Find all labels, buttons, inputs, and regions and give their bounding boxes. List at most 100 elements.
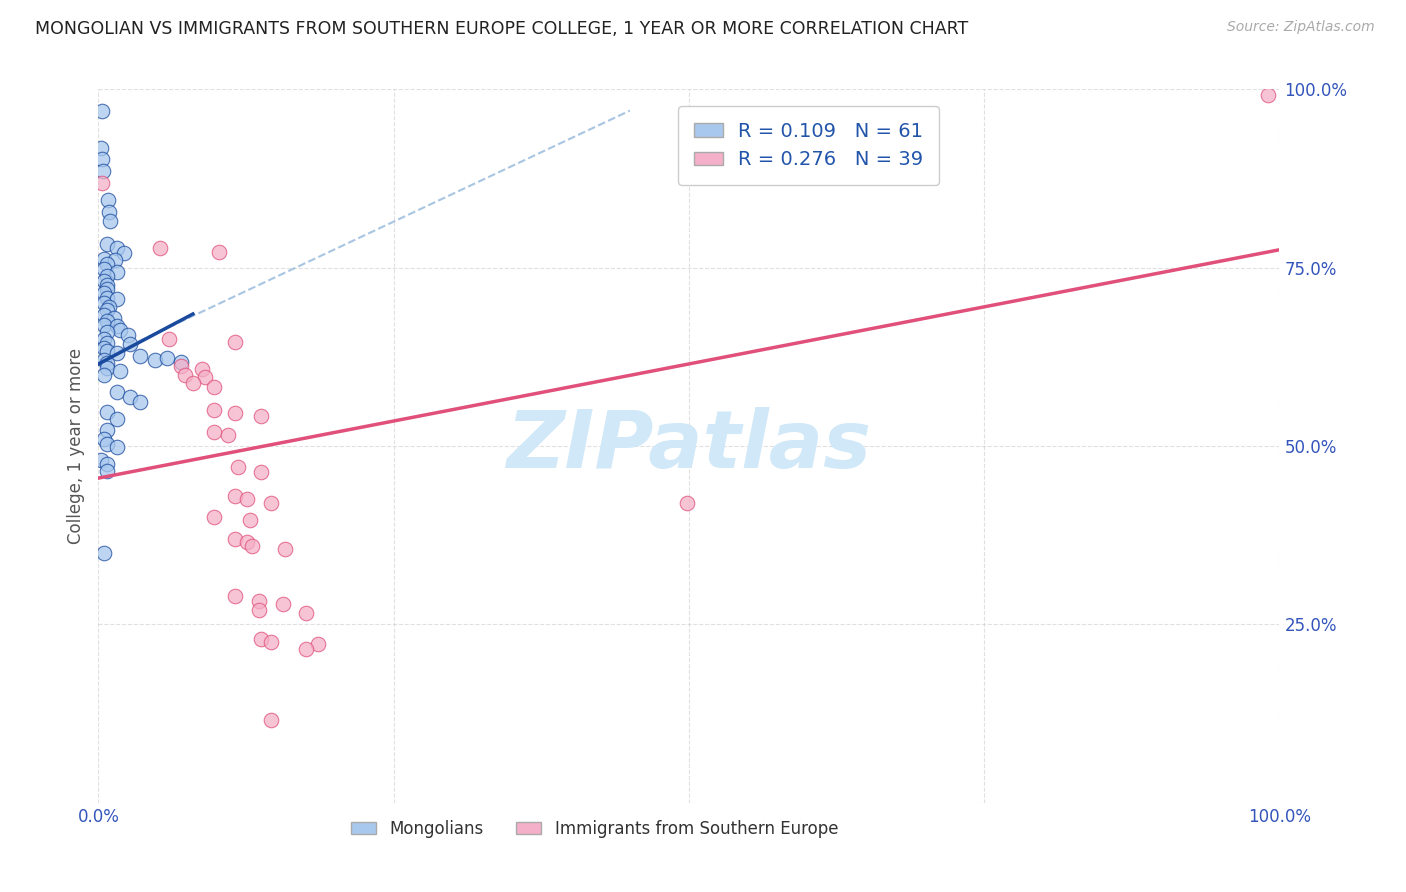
Point [120, 391, 142, 405]
Point [224, 532, 246, 546]
Point [96, 405, 118, 419]
Point [105, 319, 128, 334]
Point [91, 164, 114, 178]
Point [117, 328, 139, 343]
Text: ZIPatlas: ZIPatlas [506, 407, 872, 485]
Point [93, 341, 115, 355]
Point [93, 252, 115, 266]
Point [202, 510, 225, 524]
Point [108, 364, 131, 378]
Point [260, 713, 283, 727]
Point [170, 355, 193, 369]
Point [96, 269, 118, 284]
Point [120, 337, 142, 351]
Point [93, 353, 115, 368]
Point [96, 237, 118, 252]
Point [675, 496, 697, 510]
Point [98, 205, 121, 219]
Point [96, 325, 118, 339]
Point [105, 346, 128, 360]
Point [93, 262, 115, 277]
Point [93, 332, 115, 346]
Point [260, 496, 283, 510]
Point [202, 380, 225, 394]
Point [224, 589, 246, 603]
Point [128, 395, 150, 409]
Point [247, 594, 270, 608]
Point [104, 253, 127, 268]
Point [105, 412, 128, 426]
Point [96, 314, 118, 328]
Point [105, 385, 128, 400]
Point [250, 409, 273, 423]
Point [181, 376, 204, 391]
Point [96, 356, 118, 370]
Point [112, 246, 135, 260]
Point [260, 634, 283, 648]
Point [93, 285, 115, 300]
Point [224, 406, 246, 420]
Point [96, 457, 118, 471]
Text: Source: ZipAtlas.com: Source: ZipAtlas.com [1227, 20, 1375, 34]
Point [96, 344, 118, 359]
Point [224, 334, 246, 349]
Point [208, 244, 231, 259]
Point [295, 606, 318, 620]
Point [143, 353, 166, 368]
Point [156, 351, 179, 365]
Point [250, 632, 273, 646]
Point [224, 489, 246, 503]
Legend: Mongolians, Immigrants from Southern Europe: Mongolians, Immigrants from Southern Eur… [344, 814, 845, 845]
Point [1257, 87, 1279, 102]
Point [173, 368, 195, 382]
Point [96, 257, 118, 271]
Point [170, 359, 193, 373]
Point [96, 464, 118, 478]
Y-axis label: College, 1 year or more: College, 1 year or more [66, 348, 84, 544]
Point [250, 466, 273, 480]
Point [157, 332, 180, 346]
Text: MONGOLIAN VS IMMIGRANTS FROM SOUTHERN EUROPE COLLEGE, 1 YEAR OR MORE CORRELATION: MONGOLIAN VS IMMIGRANTS FROM SOUTHERN EU… [35, 20, 969, 37]
Point [91, 152, 114, 166]
Point [108, 323, 131, 337]
Point [93, 432, 115, 446]
Point [103, 310, 125, 325]
Point [194, 370, 217, 384]
Point [93, 274, 115, 288]
Point [90, 141, 112, 155]
Point [236, 534, 259, 549]
Point [226, 460, 249, 475]
Point [96, 360, 118, 375]
Point [91, 103, 114, 118]
Point [96, 335, 118, 350]
Point [96, 282, 118, 296]
Point [96, 423, 118, 437]
Point [274, 542, 297, 557]
Point [96, 291, 118, 305]
Point [128, 349, 150, 363]
Point [93, 318, 115, 332]
Point [98, 214, 121, 228]
Point [191, 362, 214, 376]
Point [247, 603, 270, 617]
Point [96, 303, 118, 318]
Point [271, 598, 294, 612]
Point [105, 292, 128, 306]
Point [295, 641, 318, 656]
Point [105, 441, 128, 455]
Point [93, 296, 115, 310]
Point [202, 403, 225, 417]
Point [202, 425, 225, 439]
Point [236, 491, 259, 506]
Point [240, 539, 263, 553]
Point [90, 453, 112, 467]
Point [149, 241, 172, 255]
Point [105, 265, 128, 279]
Point [93, 308, 115, 322]
Point [98, 300, 121, 314]
Point [217, 427, 239, 442]
Point [91, 177, 114, 191]
Point [239, 513, 262, 527]
Point [96, 437, 118, 451]
Point [307, 637, 329, 651]
